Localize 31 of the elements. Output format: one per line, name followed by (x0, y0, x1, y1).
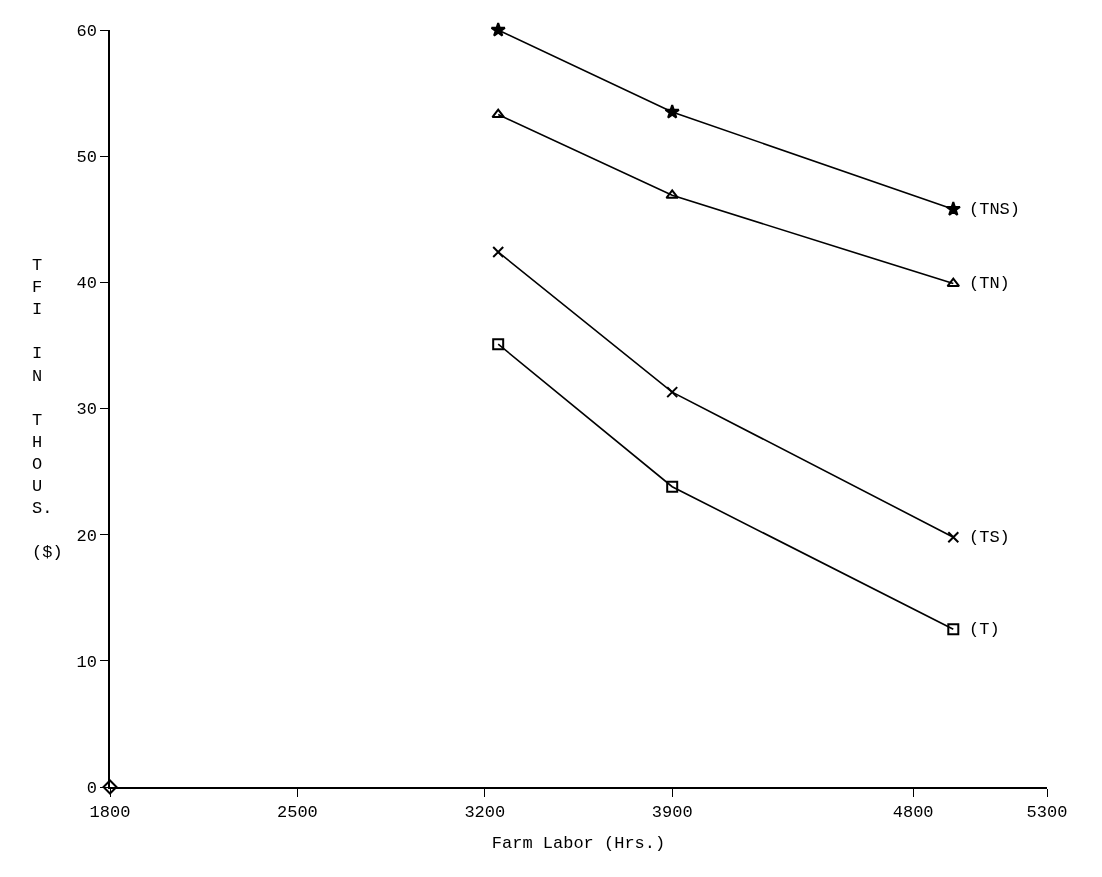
y-tick-label: 10 (76, 652, 97, 672)
point (664, 104, 680, 119)
y-tick-label: 20 (76, 526, 97, 546)
x-tick-label: 2500 (276, 803, 318, 823)
point (492, 338, 505, 351)
point (492, 246, 505, 259)
y-tick-label: 30 (76, 400, 97, 420)
y-tick-label: 40 (76, 274, 97, 294)
point (947, 623, 960, 636)
x-tick-label: 3200 (464, 803, 506, 823)
point (945, 201, 961, 216)
point (946, 277, 961, 288)
point (665, 189, 679, 199)
x-tick-label: 1800 (89, 803, 131, 823)
point (666, 386, 679, 399)
series-label: (T) (969, 620, 1000, 639)
point (490, 22, 506, 37)
series-label: (TN) (969, 274, 1010, 293)
series-label: (TNS) (969, 200, 1021, 219)
x-tick-label: 4800 (892, 803, 934, 823)
x-tick-label: 5300 (1026, 803, 1068, 823)
text: TFI IN THOUS. ($) (32, 256, 63, 563)
series-label: (TS) (969, 528, 1010, 547)
x-tick-label: 3900 (651, 803, 693, 823)
point (666, 480, 679, 493)
x-axis-title: Farm Labor (Hrs.) (491, 834, 666, 854)
y-tick-label: 0 (86, 778, 97, 798)
y-tick-label: 60 (76, 21, 97, 41)
point (947, 531, 960, 544)
point (491, 108, 505, 119)
y-tick-label: 50 (76, 148, 97, 168)
